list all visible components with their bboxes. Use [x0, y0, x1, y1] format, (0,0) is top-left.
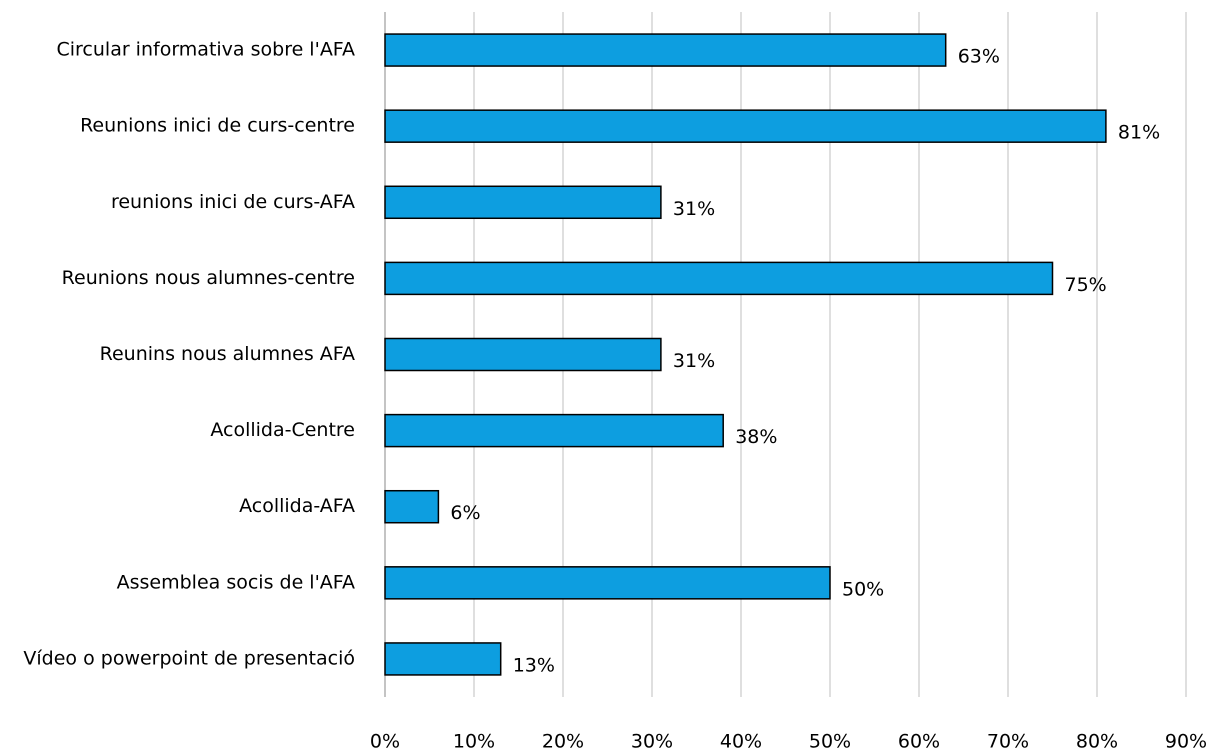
value-label: 63% — [958, 46, 1000, 68]
bar — [384, 185, 662, 220]
bar — [384, 489, 440, 524]
x-tick-label: 80% — [1076, 731, 1118, 752]
value-label: 50% — [842, 578, 884, 600]
bar — [384, 33, 947, 67]
bar — [384, 261, 1054, 296]
bar — [384, 109, 1107, 143]
y-tick-label: Reunins nous alumnes AFA — [100, 343, 355, 365]
y-tick-label: Vídeo o powerpoint de presentació — [23, 647, 355, 669]
x-tick-label: 70% — [987, 731, 1029, 752]
y-tick-label: Acollida-AFA — [239, 495, 355, 517]
y-tick-label: reunions inici de curs-AFA — [111, 191, 355, 213]
y-tick-label: Circular informativa sobre l'AFA — [56, 39, 355, 61]
x-tick-label: 50% — [809, 731, 851, 752]
value-label: 75% — [1065, 274, 1107, 296]
value-label: 38% — [735, 426, 777, 448]
bar — [384, 642, 502, 676]
value-label: 31% — [673, 198, 715, 220]
x-tick-label: 60% — [898, 731, 940, 752]
x-tick-label: 20% — [542, 731, 584, 752]
x-tick-label: 90% — [1165, 731, 1207, 752]
bar — [384, 566, 831, 600]
x-tick-label: 10% — [453, 731, 495, 752]
bar — [384, 337, 662, 372]
value-label: 13% — [513, 654, 555, 676]
value-label: 31% — [673, 350, 715, 372]
bar — [384, 413, 724, 448]
x-tick-label: 40% — [720, 731, 762, 752]
y-tick-label: Acollida-Centre — [210, 419, 355, 441]
x-tick-label: 0% — [370, 731, 400, 752]
y-tick-label: Reunions inici de curs-centre — [80, 115, 355, 137]
x-tick-label: 30% — [631, 731, 673, 752]
y-tick-label: Assemblea socis de l'AFA — [117, 571, 355, 593]
y-tick-label: Reunions nous alumnes-centre — [62, 267, 355, 289]
value-label: 81% — [1118, 122, 1160, 144]
value-label: 6% — [450, 502, 480, 524]
